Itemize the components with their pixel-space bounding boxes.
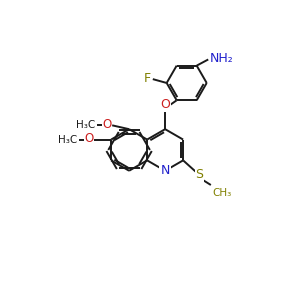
Text: S: S [195, 169, 203, 182]
Text: H₃C: H₃C [58, 135, 77, 145]
Text: O: O [160, 98, 170, 112]
Text: N: N [160, 164, 170, 177]
Text: O: O [84, 132, 93, 145]
Text: O: O [102, 118, 111, 131]
Text: F: F [144, 72, 151, 85]
Text: H₃C: H₃C [76, 120, 95, 130]
Text: NH₂: NH₂ [210, 52, 233, 65]
Text: CH₃: CH₃ [212, 188, 232, 198]
